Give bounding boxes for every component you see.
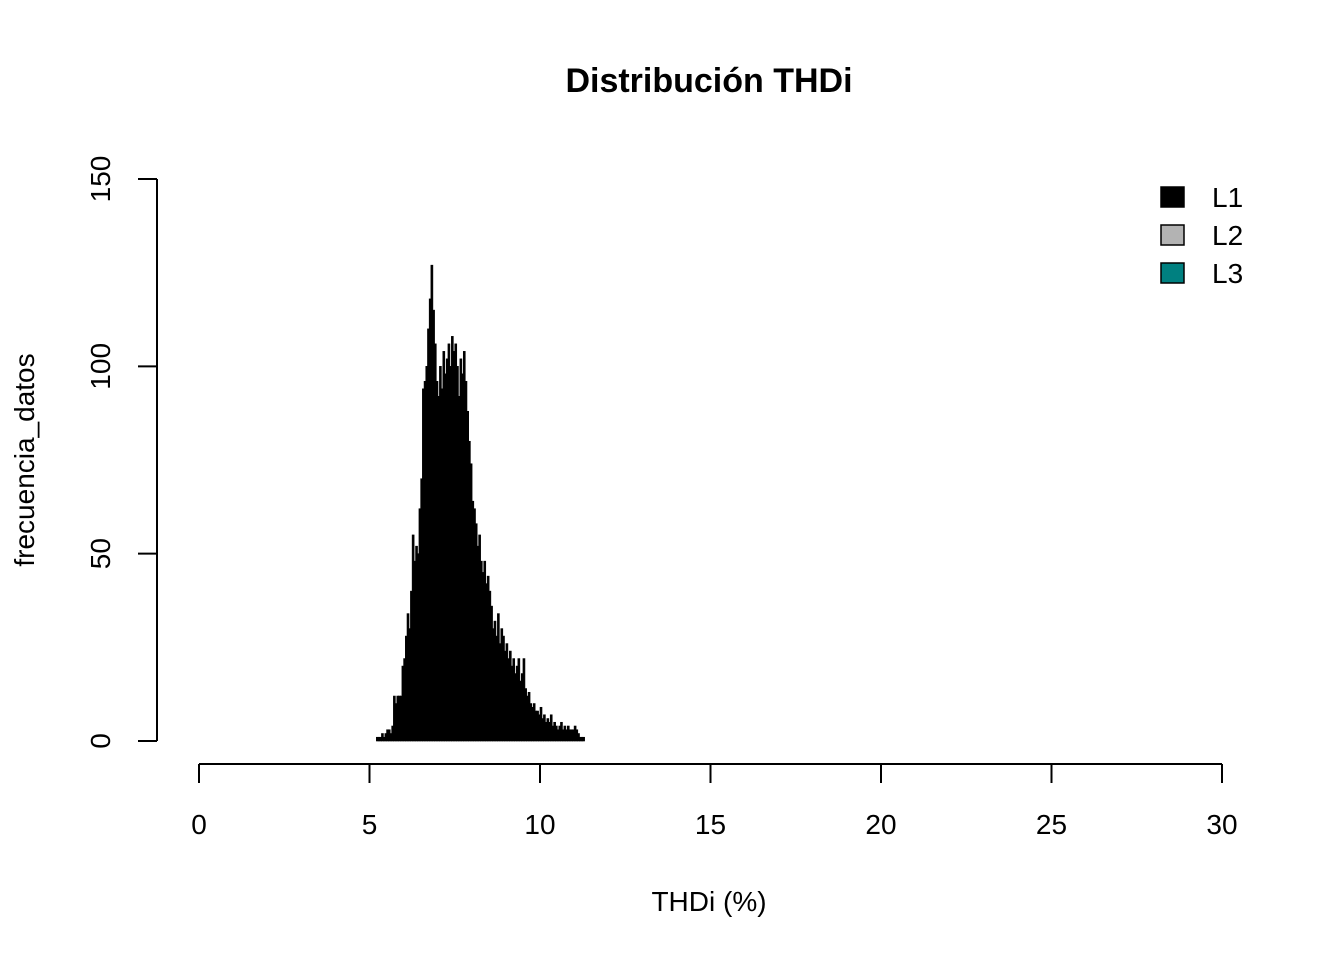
x-tick-label: 10 bbox=[524, 809, 555, 840]
legend-swatch bbox=[1160, 224, 1185, 246]
legend-swatch bbox=[1160, 262, 1185, 284]
x-tick-label: 15 bbox=[695, 809, 726, 840]
x-tick-label: 0 bbox=[191, 809, 207, 840]
x-tick-label: 25 bbox=[1036, 809, 1067, 840]
x-axis: 0 5 10 15 20 25 30 bbox=[191, 763, 1238, 840]
histogram-bar bbox=[582, 736, 585, 742]
legend: L1 L2 L3 bbox=[1160, 182, 1243, 289]
y-axis-label: frecuencia_datos bbox=[9, 353, 40, 566]
y-tick-label: 50 bbox=[85, 538, 116, 569]
y-axis: 0 50 100 150 bbox=[85, 156, 158, 749]
x-axis-label: THDi (%) bbox=[651, 886, 766, 917]
legend-label: L3 bbox=[1212, 258, 1243, 289]
legend-label: L2 bbox=[1212, 220, 1243, 251]
x-tick-label: 30 bbox=[1206, 809, 1237, 840]
x-tick-label: 5 bbox=[362, 809, 378, 840]
x-tick-label: 20 bbox=[865, 809, 896, 840]
legend-swatch bbox=[1160, 186, 1185, 208]
y-tick-label: 100 bbox=[85, 343, 116, 390]
histogram-bars bbox=[376, 264, 585, 742]
chart-title: Distribución THDi bbox=[565, 62, 852, 100]
y-tick-label: 0 bbox=[85, 733, 116, 749]
legend-label: L1 bbox=[1212, 182, 1243, 213]
y-tick-label: 150 bbox=[85, 156, 116, 203]
